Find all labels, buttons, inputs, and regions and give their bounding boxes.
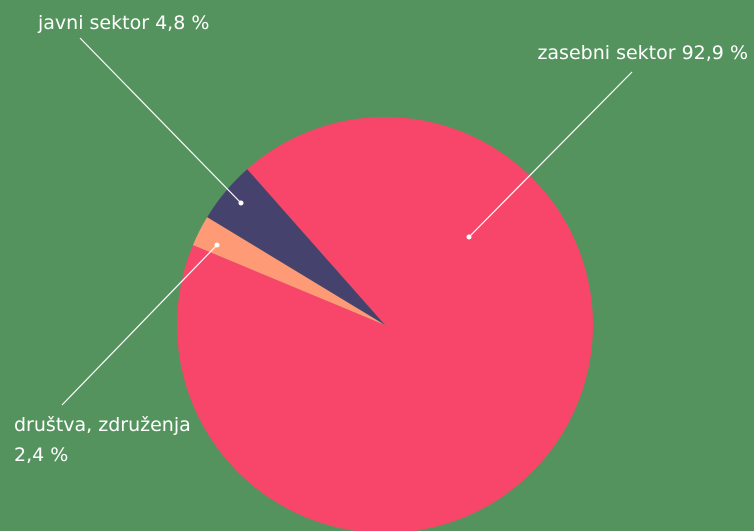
pie-slice bbox=[192, 217, 385, 325]
slice-label: društva, združenja 2,4 % bbox=[14, 410, 204, 470]
leader-dot bbox=[466, 234, 472, 240]
leader-dot bbox=[214, 242, 220, 248]
leader-dot bbox=[238, 200, 244, 206]
pie-slice bbox=[207, 169, 385, 325]
category-label: javni sektor bbox=[38, 12, 150, 34]
category-label: društva, združenja bbox=[14, 414, 191, 436]
value-label: 92,9 % bbox=[681, 42, 748, 64]
value-label: 2,4 % bbox=[14, 444, 69, 466]
pie-slice bbox=[177, 117, 593, 531]
slice-label: javni sektor 4,8 % bbox=[38, 8, 209, 38]
leader-line bbox=[61, 244, 218, 406]
slice-label: zasebni sektor 92,9 % bbox=[537, 38, 748, 68]
leader-line bbox=[79, 37, 242, 204]
leader-line bbox=[468, 71, 633, 238]
category-label: zasebni sektor bbox=[537, 42, 676, 64]
value-label: 4,8 % bbox=[155, 12, 210, 34]
